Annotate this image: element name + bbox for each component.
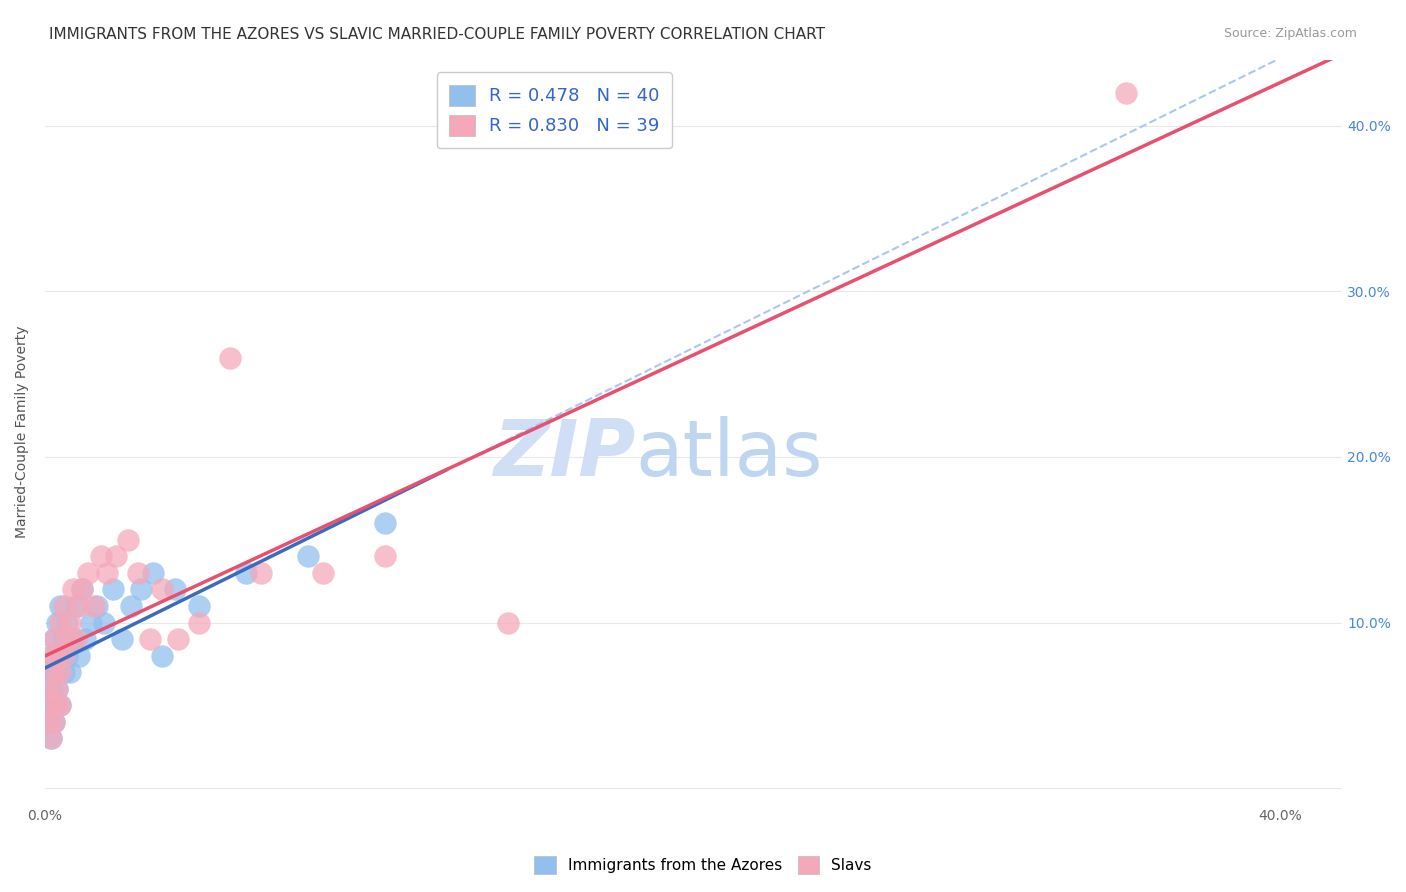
- Y-axis label: Married-Couple Family Poverty: Married-Couple Family Poverty: [15, 326, 30, 539]
- Point: [37, 714, 59, 729]
- Point: [49, 599, 72, 613]
- Point: [52, 599, 75, 613]
- Point: [55, 648, 77, 663]
- Point: [83, 599, 105, 613]
- Point: [67, 648, 90, 663]
- Point: [150, 582, 173, 597]
- Point: [37, 714, 59, 729]
- Point: [46, 615, 69, 630]
- Point: [52, 648, 75, 663]
- Point: [65, 632, 87, 646]
- Point: [250, 566, 273, 580]
- Text: IMMIGRANTS FROM THE AZORES VS SLAVIC MARRIED-COUPLE FAMILY POVERTY CORRELATION C: IMMIGRANTS FROM THE AZORES VS SLAVIC MAR…: [49, 27, 825, 42]
- Point: [49, 648, 72, 663]
- Point: [46, 681, 69, 696]
- Point: [96, 566, 118, 580]
- Point: [117, 533, 139, 547]
- Point: [59, 665, 82, 680]
- Point: [49, 698, 72, 713]
- Point: [105, 549, 128, 564]
- Legend: Immigrants from the Azores, Slavs: Immigrants from the Azores, Slavs: [529, 850, 877, 880]
- Legend: R = 0.478   N = 40, R = 0.830   N = 39: R = 0.478 N = 40, R = 0.830 N = 39: [437, 72, 672, 148]
- Point: [150, 648, 173, 663]
- Point: [46, 681, 69, 696]
- Point: [52, 665, 75, 680]
- Point: [127, 566, 149, 580]
- Point: [59, 615, 82, 630]
- Point: [188, 599, 211, 613]
- Point: [62, 632, 84, 646]
- Point: [312, 566, 335, 580]
- Point: [139, 632, 162, 646]
- Point: [55, 615, 77, 630]
- Point: [70, 582, 93, 597]
- Point: [498, 615, 520, 630]
- Point: [49, 698, 72, 713]
- Point: [39, 731, 62, 746]
- Point: [44, 714, 66, 729]
- Point: [46, 698, 69, 713]
- Point: [163, 582, 186, 597]
- Point: [37, 681, 59, 696]
- Point: [44, 698, 66, 713]
- Point: [86, 599, 108, 613]
- Point: [39, 731, 62, 746]
- Point: [219, 351, 242, 365]
- Point: [70, 582, 93, 597]
- Point: [55, 632, 77, 646]
- Point: [44, 665, 66, 680]
- Point: [44, 632, 66, 646]
- Point: [39, 648, 62, 663]
- Point: [44, 714, 66, 729]
- Point: [93, 615, 115, 630]
- Point: [39, 681, 62, 696]
- Point: [39, 698, 62, 713]
- Text: ZIP: ZIP: [494, 417, 636, 492]
- Point: [374, 516, 396, 531]
- Point: [75, 632, 97, 646]
- Point: [39, 698, 62, 713]
- Point: [142, 566, 165, 580]
- Point: [46, 648, 69, 663]
- Point: [166, 632, 188, 646]
- Point: [49, 665, 72, 680]
- Point: [80, 615, 103, 630]
- Point: [52, 632, 75, 646]
- Point: [44, 632, 66, 646]
- Text: Source: ZipAtlas.com: Source: ZipAtlas.com: [1223, 27, 1357, 40]
- Point: [37, 681, 59, 696]
- Point: [37, 665, 59, 680]
- Point: [129, 582, 152, 597]
- Point: [374, 549, 396, 564]
- Point: [188, 615, 211, 630]
- Point: [235, 566, 257, 580]
- Point: [1115, 86, 1137, 100]
- Point: [65, 599, 87, 613]
- Point: [49, 615, 72, 630]
- Point: [120, 599, 142, 613]
- Point: [62, 582, 84, 597]
- Point: [44, 665, 66, 680]
- Point: [101, 582, 124, 597]
- Text: atlas: atlas: [636, 417, 823, 492]
- Point: [39, 648, 62, 663]
- Point: [67, 599, 90, 613]
- Point: [90, 549, 112, 564]
- Point: [77, 566, 100, 580]
- Point: [297, 549, 319, 564]
- Point: [111, 632, 134, 646]
